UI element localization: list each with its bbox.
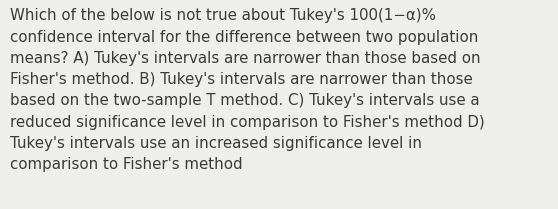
Text: Which of the below is not true about Tukey's 100(1−α)%
confidence interval for t: Which of the below is not true about Tuk… — [10, 8, 485, 172]
